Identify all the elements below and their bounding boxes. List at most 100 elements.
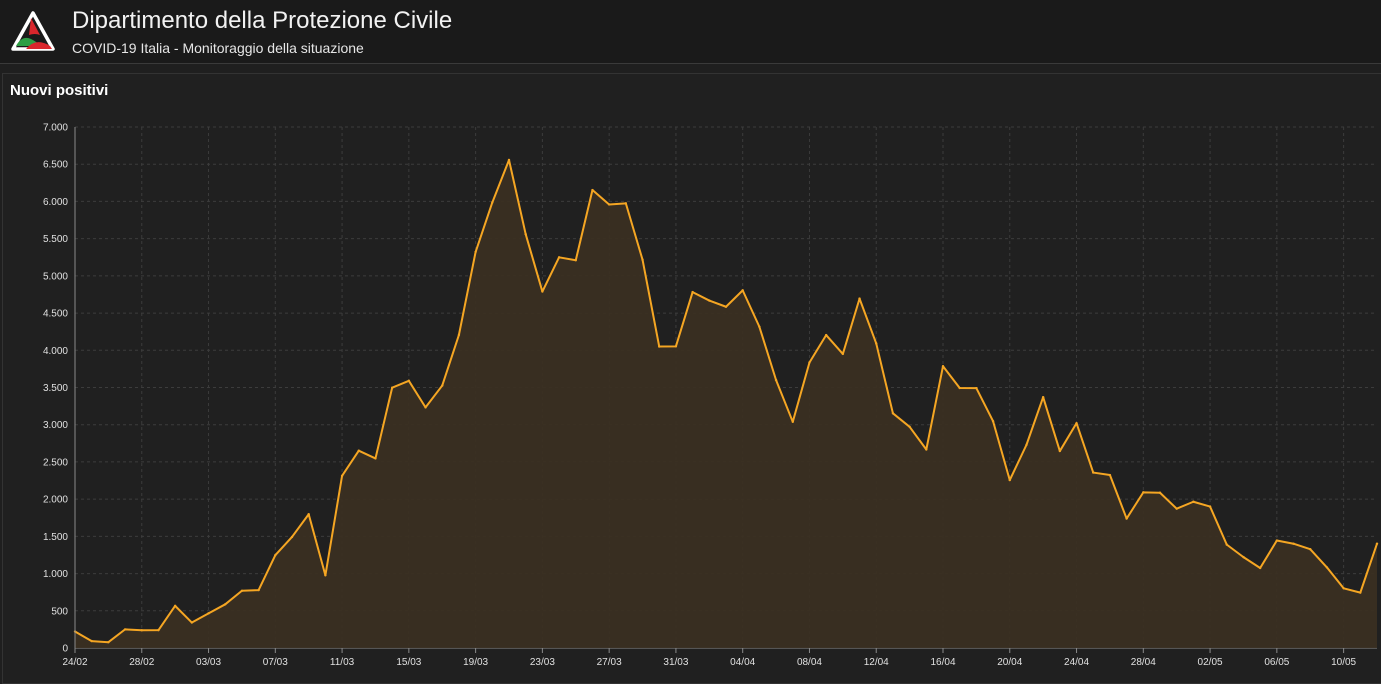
data-point[interactable] <box>507 158 511 162</box>
data-point[interactable] <box>1025 443 1028 447</box>
data-point[interactable] <box>891 412 895 415</box>
data-point[interactable] <box>1125 517 1128 520</box>
data-point[interactable] <box>1092 471 1095 474</box>
data-point[interactable] <box>774 378 778 382</box>
data-point[interactable] <box>190 621 194 624</box>
data-point[interactable] <box>207 612 210 615</box>
data-point[interactable] <box>474 250 477 254</box>
data-point[interactable] <box>1225 543 1228 546</box>
x-tick-label: 20/04 <box>997 657 1022 668</box>
data-point[interactable] <box>1041 395 1045 399</box>
data-point[interactable] <box>90 639 93 643</box>
app-title: Dipartimento della Protezione Civile <box>72 7 453 34</box>
data-point[interactable] <box>240 589 244 592</box>
data-point[interactable] <box>925 448 928 451</box>
data-point[interactable] <box>224 603 227 606</box>
data-point[interactable] <box>1008 478 1011 482</box>
data-point[interactable] <box>875 342 878 345</box>
x-tick-label: 23/03 <box>530 657 555 668</box>
data-point[interactable] <box>908 425 911 428</box>
data-point[interactable] <box>173 604 177 608</box>
data-point[interactable] <box>524 232 527 236</box>
data-point[interactable] <box>1342 587 1345 590</box>
data-point[interactable] <box>390 386 394 389</box>
data-point[interactable] <box>1192 500 1195 503</box>
data-point[interactable] <box>557 256 561 259</box>
data-point[interactable] <box>808 361 811 364</box>
x-tick-label: 10/05 <box>1331 657 1356 668</box>
data-point[interactable] <box>1108 473 1112 477</box>
data-point[interactable] <box>491 201 494 204</box>
data-point[interactable] <box>724 305 728 308</box>
data-point[interactable] <box>758 325 761 328</box>
data-point[interactable] <box>708 299 711 302</box>
data-point[interactable] <box>1325 566 1329 569</box>
data-point[interactable] <box>1275 539 1279 542</box>
y-tick-label: 2.000 <box>43 495 68 506</box>
y-tick-label: 1.000 <box>43 569 68 580</box>
x-tick-label: 31/03 <box>663 657 688 668</box>
data-point[interactable] <box>841 352 845 356</box>
x-tick-label: 02/05 <box>1198 657 1223 668</box>
data-point[interactable] <box>1258 566 1262 570</box>
data-point[interactable] <box>1292 542 1295 545</box>
data-point[interactable] <box>641 258 644 261</box>
data-point[interactable] <box>140 629 143 632</box>
data-point[interactable] <box>674 345 678 348</box>
data-point[interactable] <box>1309 548 1312 551</box>
data-point[interactable] <box>1175 507 1178 510</box>
data-point[interactable] <box>691 290 694 294</box>
data-point[interactable] <box>1142 491 1145 494</box>
data-point[interactable] <box>157 628 160 632</box>
x-tick-label: 11/03 <box>330 657 355 668</box>
x-tick-label: 27/03 <box>597 657 622 668</box>
protezione-civile-logo-icon <box>11 11 55 51</box>
data-point[interactable] <box>290 535 294 539</box>
y-tick-label: 3.500 <box>43 383 68 394</box>
data-point[interactable] <box>591 188 594 192</box>
series-area <box>75 159 1377 648</box>
data-point[interactable] <box>107 640 110 644</box>
data-point[interactable] <box>407 379 411 383</box>
data-point[interactable] <box>975 386 978 390</box>
data-point[interactable] <box>824 333 828 337</box>
y-tick-label: 3.000 <box>43 420 68 431</box>
data-point[interactable] <box>424 406 427 409</box>
data-point[interactable] <box>257 588 260 592</box>
data-point[interactable] <box>374 457 377 460</box>
y-tick-label: 5.000 <box>43 271 68 282</box>
x-tick-label: 03/03 <box>196 657 221 668</box>
data-point[interactable] <box>457 333 461 337</box>
data-point[interactable] <box>741 289 744 292</box>
x-tick-label: 06/05 <box>1264 657 1289 668</box>
data-point[interactable] <box>441 384 444 387</box>
data-point[interactable] <box>941 365 945 368</box>
data-point[interactable] <box>1359 591 1362 594</box>
data-point[interactable] <box>991 420 995 423</box>
data-point[interactable] <box>1158 491 1162 494</box>
data-point[interactable] <box>607 203 611 206</box>
x-tick-label: 04/04 <box>730 657 755 668</box>
data-point[interactable] <box>658 345 661 348</box>
data-point[interactable] <box>1375 542 1379 545</box>
data-point[interactable] <box>324 574 327 577</box>
data-point[interactable] <box>858 297 861 300</box>
data-point[interactable] <box>791 420 794 424</box>
data-point[interactable] <box>1208 505 1212 508</box>
x-tick-label: 15/03 <box>396 657 421 668</box>
data-point[interactable] <box>1075 421 1078 425</box>
data-point[interactable] <box>274 553 277 557</box>
data-point[interactable] <box>574 259 577 262</box>
x-tick-label: 08/04 <box>797 657 822 668</box>
app-header: Dipartimento della Protezione Civile COV… <box>0 0 1381 64</box>
data-point[interactable] <box>357 449 360 452</box>
data-point[interactable] <box>1058 449 1062 453</box>
data-point[interactable] <box>541 290 544 293</box>
data-point[interactable] <box>1242 555 1245 559</box>
data-point[interactable] <box>340 474 344 478</box>
data-point[interactable] <box>123 628 127 631</box>
data-point[interactable] <box>624 202 628 205</box>
data-point[interactable] <box>958 386 961 390</box>
y-tick-label: 4.000 <box>43 346 68 357</box>
data-point[interactable] <box>307 513 310 516</box>
